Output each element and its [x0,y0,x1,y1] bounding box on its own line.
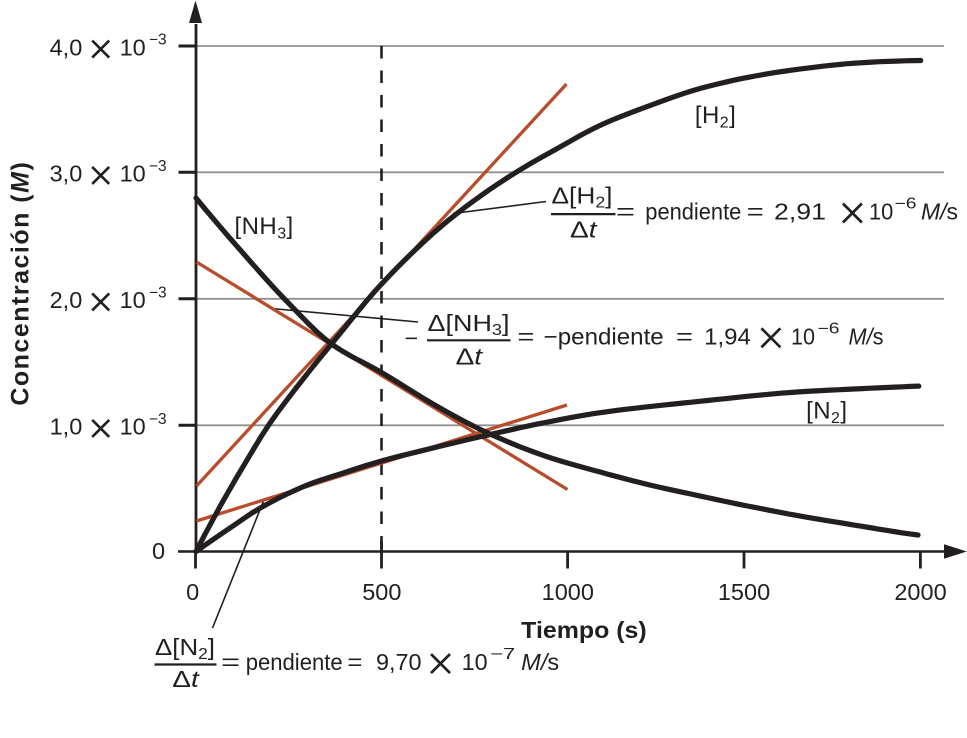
svg-text:[H2]: [H2] [695,102,736,132]
svg-text:M/s: M/s [849,323,884,349]
svg-text:−pendiente: −pendiente [544,323,664,349]
svg-text:=: = [616,199,635,225]
svg-text:Δ[NH3]: Δ[NH 3] [428,310,510,339]
svg-text:M/s: M/s [521,649,559,675]
svg-text:10: 10 [462,649,488,675]
svg-text:Δt: Δt [172,666,200,692]
svg-text:Δ[H2]: Δ[H 2] [552,182,613,211]
svg-text:2,0: 2,0 [50,287,83,313]
svg-text:M/s: M/s [921,199,958,225]
svg-text:pendiente: pendiente [645,199,741,225]
svg-text:1500: 1500 [718,579,770,605]
svg-text:2000: 2000 [894,579,946,605]
svg-text:pendiente: pendiente [246,649,343,675]
svg-text:=: = [347,649,362,675]
svg-text:1000: 1000 [542,579,594,605]
svg-text:10: 10 [120,414,146,440]
svg-text:Δt: Δt [456,343,484,369]
svg-text:−6: −6 [895,196,917,213]
svg-text:0: 0 [186,579,199,605]
svg-text:9,70: 9,70 [376,649,422,675]
svg-text:Tiempo (s): Tiempo (s) [521,617,647,643]
svg-text:10: 10 [791,323,815,349]
svg-text:[NH3]: [NH3] [235,213,294,243]
svg-text:=: = [676,323,693,349]
svg-text:−3: −3 [149,411,167,428]
svg-text:2,91: 2,91 [774,199,826,225]
svg-text:=: = [747,199,764,225]
svg-text:500: 500 [362,579,401,605]
svg-text:Concentración (M): Concentración (M) [7,161,35,406]
svg-text:1,94: 1,94 [704,323,751,349]
svg-text:−3: −3 [149,158,167,175]
svg-text:Δt: Δt [570,217,598,243]
svg-text:−7: −7 [490,646,515,663]
svg-text:10: 10 [120,34,146,60]
svg-text:=: = [517,323,534,349]
svg-text:[N2]: [N2] [806,397,847,427]
svg-text:=: = [221,649,240,675]
svg-text:1,0: 1,0 [50,414,83,440]
svg-text:Δ[N2]: Δ[N 2] [155,634,215,663]
svg-text:0: 0 [152,538,165,564]
svg-text:3,0: 3,0 [50,161,83,187]
svg-text:−3: −3 [149,32,167,49]
svg-text:10: 10 [120,287,146,313]
svg-text:−3: −3 [149,285,167,302]
svg-text:−6: −6 [818,320,840,337]
svg-text:10: 10 [869,199,893,225]
svg-text:10: 10 [120,161,146,187]
svg-text:4,0: 4,0 [50,34,83,60]
svg-text:−: − [405,325,418,351]
